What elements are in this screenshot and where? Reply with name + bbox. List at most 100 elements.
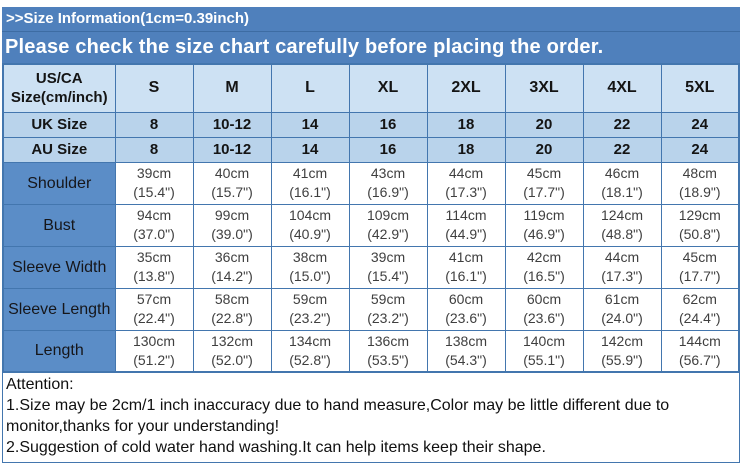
uk-size-value: 22 <box>582 111 662 138</box>
cm-value: 94cm <box>136 207 172 223</box>
cm-value: 58cm <box>214 291 250 307</box>
inch-value: (22.4") <box>133 310 175 326</box>
sleeve-length-row: Sleeve Length 57cm (22.4") 58cm (22.8") 59… <box>2 287 740 331</box>
cm-value: 44cm <box>604 249 640 265</box>
size-col-s: S <box>114 63 194 113</box>
size-chart-table: US/CA Size(cm/inch) S M L XL 2XL 3XL 4XL… <box>2 63 740 373</box>
measure-cell: 124cm (48.8") <box>582 203 662 247</box>
size-col-l: L <box>270 63 350 113</box>
cm-value: 142cm <box>600 332 644 349</box>
measure-cell: 41cm (16.1") <box>270 161 350 205</box>
cm-value: 35cm <box>136 249 172 265</box>
measure-cell: 140cm (55.1") <box>504 329 584 373</box>
uk-size-value: 18 <box>426 111 506 138</box>
cm-value: 124cm <box>600 207 644 223</box>
uk-size-value: 10-12 <box>192 111 272 138</box>
au-size-label: AU Size <box>2 136 116 163</box>
cm-value: 62cm <box>682 291 717 307</box>
cm-value: 45cm <box>526 165 562 181</box>
attention-note-1: 1.Size may be 2cm/1 inch inaccuracy due … <box>6 397 670 435</box>
cm-value: 61cm <box>604 291 640 307</box>
au-size-value: 16 <box>348 136 428 163</box>
measure-cell: 45cm (17.7") <box>660 245 740 289</box>
shoulder-label: Shoulder <box>2 161 116 205</box>
cm-value: 48cm <box>682 165 717 181</box>
measure-cell: 42cm (16.5") <box>504 245 584 289</box>
inch-value: (18.9") <box>678 184 721 200</box>
inch-value: (54.3") <box>445 351 487 368</box>
measure-cell: 40cm (15.7") <box>192 161 272 205</box>
measure-cell: 119cm (46.9") <box>504 203 584 247</box>
cm-value: 40cm <box>214 165 250 181</box>
measure-cell: 109cm (42.9") <box>348 203 428 247</box>
inch-value: (15.4") <box>367 268 409 284</box>
inch-value: (44.9") <box>445 226 487 242</box>
measure-cell: 60cm (23.6") <box>426 287 506 331</box>
inch-value: (52.0") <box>211 351 253 368</box>
measure-cell: 39cm (15.4") <box>114 161 194 205</box>
cm-value: 59cm <box>292 291 328 307</box>
uk-size-value: 16 <box>348 111 428 138</box>
measure-cell: 43cm (16.9") <box>348 161 428 205</box>
inch-value: (15.4") <box>133 184 175 200</box>
measure-cell: 44cm (17.3") <box>426 161 506 205</box>
measure-cell: 58cm (22.8") <box>192 287 272 331</box>
sleeve-length-label: Sleeve Length <box>2 287 116 331</box>
inch-value: (55.1") <box>523 351 565 368</box>
measure-cell: 61cm (24.0") <box>582 287 662 331</box>
inch-value: (55.9") <box>601 351 643 368</box>
inch-value: (40.9") <box>289 226 331 242</box>
measure-cell: 99cm (39.0") <box>192 203 272 247</box>
corner-header-line1: US/CA <box>35 70 83 88</box>
measure-cell: 45cm (17.7") <box>504 161 584 205</box>
inch-value: (16.5") <box>523 268 565 284</box>
size-information-panel: >>Size Information(1cm=0.39inch) Please … <box>2 7 740 463</box>
attention-section: Attention: 1.Size may be 2cm/1 inch inac… <box>2 373 740 463</box>
size-chart-warning: Please check the size chart carefully be… <box>2 32 740 63</box>
size-col-3xl: 3XL <box>504 63 584 113</box>
measure-cell: 39cm (15.4") <box>348 245 428 289</box>
au-size-value: 10-12 <box>192 136 272 163</box>
measure-cell: 62cm (24.4") <box>660 287 740 331</box>
inch-value: (50.8") <box>678 226 721 242</box>
cm-value: 140cm <box>522 332 566 349</box>
cm-value: 136cm <box>366 332 410 349</box>
size-col-xl: XL <box>348 63 428 113</box>
cm-value: 104cm <box>288 207 332 223</box>
inch-value: (16.9") <box>367 184 409 200</box>
cm-value: 59cm <box>370 291 406 307</box>
sleeve-width-row: Sleeve Width 35cm (13.8") 36cm (14.2") 38c… <box>2 245 740 289</box>
measure-cell: 57cm (22.4") <box>114 287 194 331</box>
inch-value: (18.1") <box>601 184 643 200</box>
cm-value: 41cm <box>448 249 484 265</box>
sleeve-width-label: Sleeve Width <box>2 245 116 289</box>
au-size-value: 24 <box>660 136 740 163</box>
measure-cell: 48cm (18.9") <box>660 161 740 205</box>
au-size-value: 20 <box>504 136 584 163</box>
cm-value: 130cm <box>132 332 176 349</box>
size-information-title: >>Size Information(1cm=0.39inch) <box>2 7 740 31</box>
inch-value: (37.0") <box>133 226 175 242</box>
length-row: Length 130cm (51.2") 132cm (52.0") 134cm (5… <box>2 329 740 373</box>
measure-cell: 142cm (55.9") <box>582 329 662 373</box>
measure-cell: 59cm (23.2") <box>270 287 350 331</box>
banner-divider <box>2 31 740 32</box>
measure-cell: 136cm (53.5") <box>348 329 428 373</box>
size-header-row: US/CA Size(cm/inch) S M L XL 2XL 3XL 4XL… <box>2 63 740 113</box>
measure-cell: 41cm (16.1") <box>426 245 506 289</box>
inch-value: (16.1") <box>445 268 487 284</box>
cm-value: 46cm <box>604 165 640 181</box>
corner-header-line2: Size(cm/inch) <box>10 89 108 107</box>
cm-value: 138cm <box>444 332 488 349</box>
cm-value: 38cm <box>292 249 328 265</box>
au-size-value: 8 <box>114 136 194 163</box>
inch-value: (56.7") <box>678 351 721 368</box>
inch-value: (14.2") <box>211 268 253 284</box>
uk-size-value: 14 <box>270 111 350 138</box>
inch-value: (53.5") <box>367 351 409 368</box>
inch-value: (15.0") <box>289 268 331 284</box>
inch-value: (23.6") <box>445 310 487 326</box>
inch-value: (23.6") <box>523 310 565 326</box>
cm-value: 109cm <box>366 207 410 223</box>
cm-value: 41cm <box>292 165 328 181</box>
